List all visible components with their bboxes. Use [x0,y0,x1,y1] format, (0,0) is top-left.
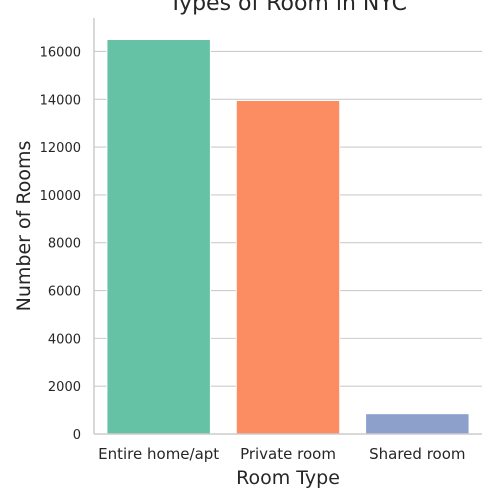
y-tick-label: 2000 [48,380,81,395]
y-tick-label: 4000 [48,332,81,347]
y-tick-label: 10000 [40,189,81,204]
bar [106,39,211,435]
x-tick-label: Shared room [369,445,465,463]
axes [93,18,482,435]
y-tick-label: 16000 [40,45,81,60]
y-tick-label: 14000 [40,93,81,108]
bar [365,413,470,435]
x-tick-labels: Entire home/apt Private room Shared room [98,445,465,463]
x-axis-label: Room Type [236,467,340,489]
chart-title: Types of Room in NYC [168,0,407,16]
x-tick-label: Private room [240,445,336,463]
y-tick-label: 8000 [48,237,81,252]
y-tick-label: 6000 [48,285,81,300]
y-tick-labels: 0 2000 4000 6000 8000 10000 12000 14000 16000 [40,45,81,443]
bar [235,99,341,435]
y-tick-label: 12000 [40,141,81,156]
y-tick-label: 0 [73,428,81,443]
bars [106,39,470,435]
y-axis-label: Number of Rooms [13,141,35,312]
x-tick-label: Entire home/apt [98,445,219,463]
